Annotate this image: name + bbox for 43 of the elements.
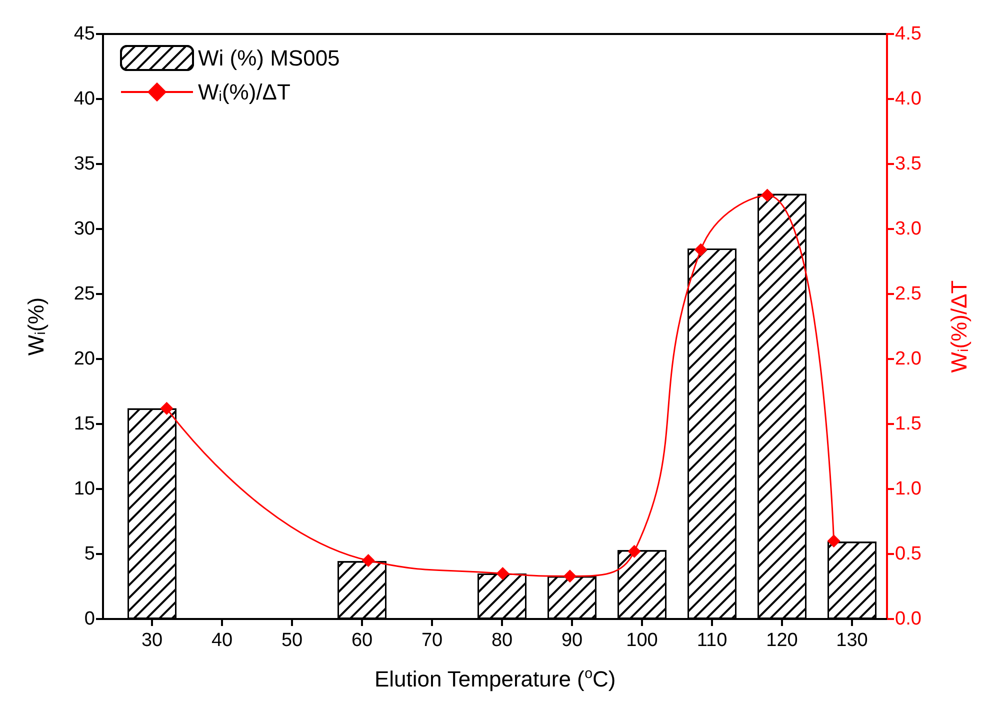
y-tick-label: 0 [84, 608, 95, 630]
point [496, 567, 510, 580]
legend-label: Wi(%)/ΔT [198, 80, 290, 105]
y2-axis-title: Wi(%)/ΔT [946, 280, 972, 373]
y-tick-label: 25 [74, 284, 95, 304]
y-tick-label: 45 [74, 24, 95, 44]
x-tick-label: 30 [141, 630, 163, 651]
x-tick-label: 100 [626, 630, 658, 651]
x-tick-label: 70 [421, 630, 443, 651]
point [362, 554, 375, 567]
x-tick-label: 50 [281, 630, 303, 651]
point [827, 534, 840, 548]
y-axis-title: Wi(%) [24, 297, 49, 356]
y-tick-label: 20 [74, 348, 95, 370]
x-tick-label: 90 [561, 630, 583, 651]
point [628, 544, 641, 558]
legend-label: Wi (%) MS005 [198, 46, 340, 70]
x-tick-label: 130 [836, 630, 868, 651]
y2-tick-label: 4.5 [895, 24, 922, 44]
point [563, 570, 576, 583]
y2-tick-label: 0.5 [895, 544, 922, 564]
y2-tick-label: 3.0 [895, 218, 922, 240]
y2-tick-label: 2.5 [895, 284, 922, 304]
x-tick-label: 60 [351, 630, 373, 651]
y2-tick-label: 1.0 [895, 478, 922, 500]
point [694, 243, 708, 256]
y-tick-label: 40 [74, 88, 95, 110]
y-tick-label: 35 [74, 154, 95, 174]
y2-tick-label: 4.0 [895, 88, 922, 110]
x-tick-label: 110 [696, 630, 728, 651]
point [760, 188, 774, 202]
x-tick-label: 120 [766, 630, 798, 651]
y2-tick-label: 3.5 [895, 154, 922, 174]
y-tick-label: 5 [84, 544, 95, 564]
x-tick-label: 40 [211, 630, 233, 651]
y2-tick-label: 1.5 [895, 414, 922, 434]
y-tick-label: 10 [74, 478, 95, 500]
x-tick-label: 80 [491, 630, 513, 651]
y2-tick-label: 0.0 [895, 608, 922, 630]
point [160, 402, 174, 415]
y2-tick-label: 2.0 [895, 348, 922, 370]
y-tick-label: 30 [74, 218, 95, 240]
y-tick-label: 15 [74, 414, 95, 434]
